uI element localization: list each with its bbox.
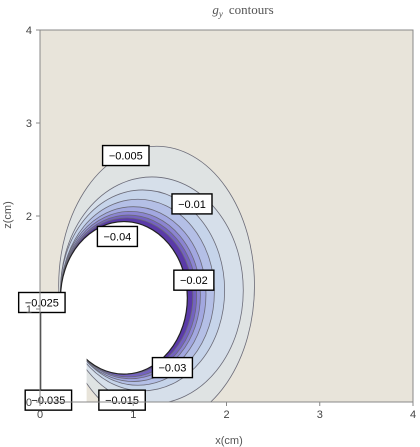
- x-tick-label: 4: [410, 409, 416, 421]
- contour-label-text: −0.025: [25, 297, 59, 309]
- contour-label: −0.03: [151, 356, 194, 379]
- y-tick-label: 1: [26, 304, 32, 316]
- contour-label: −0.02: [173, 269, 215, 291]
- contour-label-text: −0.035: [31, 395, 65, 407]
- y-tick-label: 2: [26, 211, 32, 223]
- contour-label: −0.035: [24, 389, 73, 411]
- y-tick-label: 3: [26, 118, 32, 130]
- contour-label-text: −0.01: [178, 199, 206, 211]
- contour-label-text: −0.03: [158, 363, 186, 375]
- x-tick-label: 1: [130, 409, 136, 421]
- contour-regions: [40, 145, 255, 402]
- x-axis-label: x(cm): [215, 435, 243, 447]
- x-tick-label: 0: [37, 409, 43, 421]
- contour-label: −0.005: [101, 144, 150, 167]
- axes: 0 1 2 3 4 0 1 2 3 4: [26, 25, 416, 421]
- contour-label: −0.01: [171, 193, 213, 215]
- empty-region-base: [40, 297, 87, 402]
- contour-label-text: −0.015: [105, 395, 139, 407]
- contour-label: −0.04: [96, 225, 139, 248]
- x-tick-label: 3: [317, 409, 323, 421]
- title-rest: contours: [229, 2, 274, 17]
- contour-label-text: −0.04: [103, 231, 131, 243]
- title-sub: y: [218, 9, 223, 19]
- x-tick-label: 2: [223, 409, 229, 421]
- y-tick-label: 0: [26, 397, 32, 409]
- y-tick-label: 4: [26, 25, 32, 37]
- contour-labels: −0.005 −0.01 −0.015 −0.02 −0.025 −0.03 −0.035 −…: [17, 144, 215, 411]
- y-axis-label: z(cm): [2, 201, 14, 229]
- contour-label: −0.025: [17, 291, 66, 314]
- contour-label: −0.015: [98, 389, 146, 411]
- title-main: g: [212, 2, 219, 17]
- chart-title: gy contours: [212, 2, 273, 19]
- contour-label-text: −0.005: [109, 151, 143, 163]
- contour-label-text: −0.02: [180, 275, 208, 287]
